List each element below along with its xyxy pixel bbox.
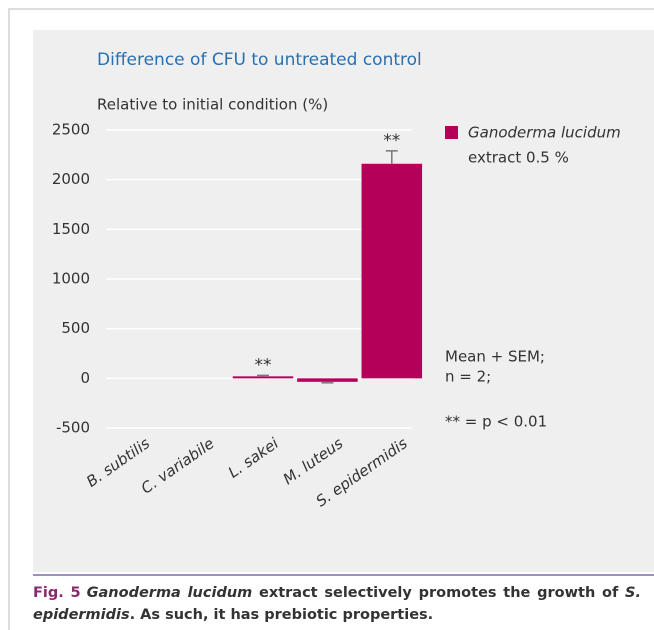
bar	[361, 163, 423, 379]
bar	[232, 376, 294, 379]
y-tick-label: 2500	[52, 121, 90, 139]
caption-text: extract selectively promotes the growth …	[252, 585, 626, 601]
y-tick-label: 1500	[52, 220, 90, 238]
y-tick-label: 1000	[52, 270, 90, 288]
x-tick-label: C. variabile	[138, 434, 218, 497]
y-tick-label: -500	[56, 419, 90, 437]
x-tick-label: L. sakei	[225, 434, 283, 482]
legend-note: extract 0.5 %	[468, 149, 569, 167]
caption-text: Ganoderma lucidum	[86, 585, 253, 601]
chart: Difference of CFU to untreated control R…	[52, 50, 621, 510]
note: n = 2;	[445, 368, 491, 386]
note: Mean + SEM;	[445, 348, 545, 366]
bar	[297, 378, 358, 382]
legend-label: Ganoderma lucidum	[468, 124, 621, 142]
y-tick-label: 2000	[52, 170, 90, 188]
caption-text: S. epidermidis	[33, 585, 641, 623]
y-tick-label: 0	[80, 369, 90, 387]
annotation: **	[383, 131, 400, 151]
figure-label: Fig. 5	[33, 585, 81, 601]
panel	[33, 30, 654, 572]
annotation: **	[255, 355, 272, 375]
note: ** = p < 0.01	[445, 413, 547, 431]
caption: Fig. 5 Ganoderma lucidum extract selectiv…	[33, 582, 641, 626]
chart-title: Difference of CFU to untreated control	[97, 50, 422, 70]
y-axis-label: Relative to initial condition (%)	[97, 96, 328, 114]
caption-text: . As such, it has prebiotic properties.	[129, 607, 434, 623]
caption-rule	[33, 574, 654, 576]
frame	[8, 8, 654, 630]
y-tick-label: 500	[61, 319, 90, 337]
legend-swatch	[445, 126, 458, 139]
